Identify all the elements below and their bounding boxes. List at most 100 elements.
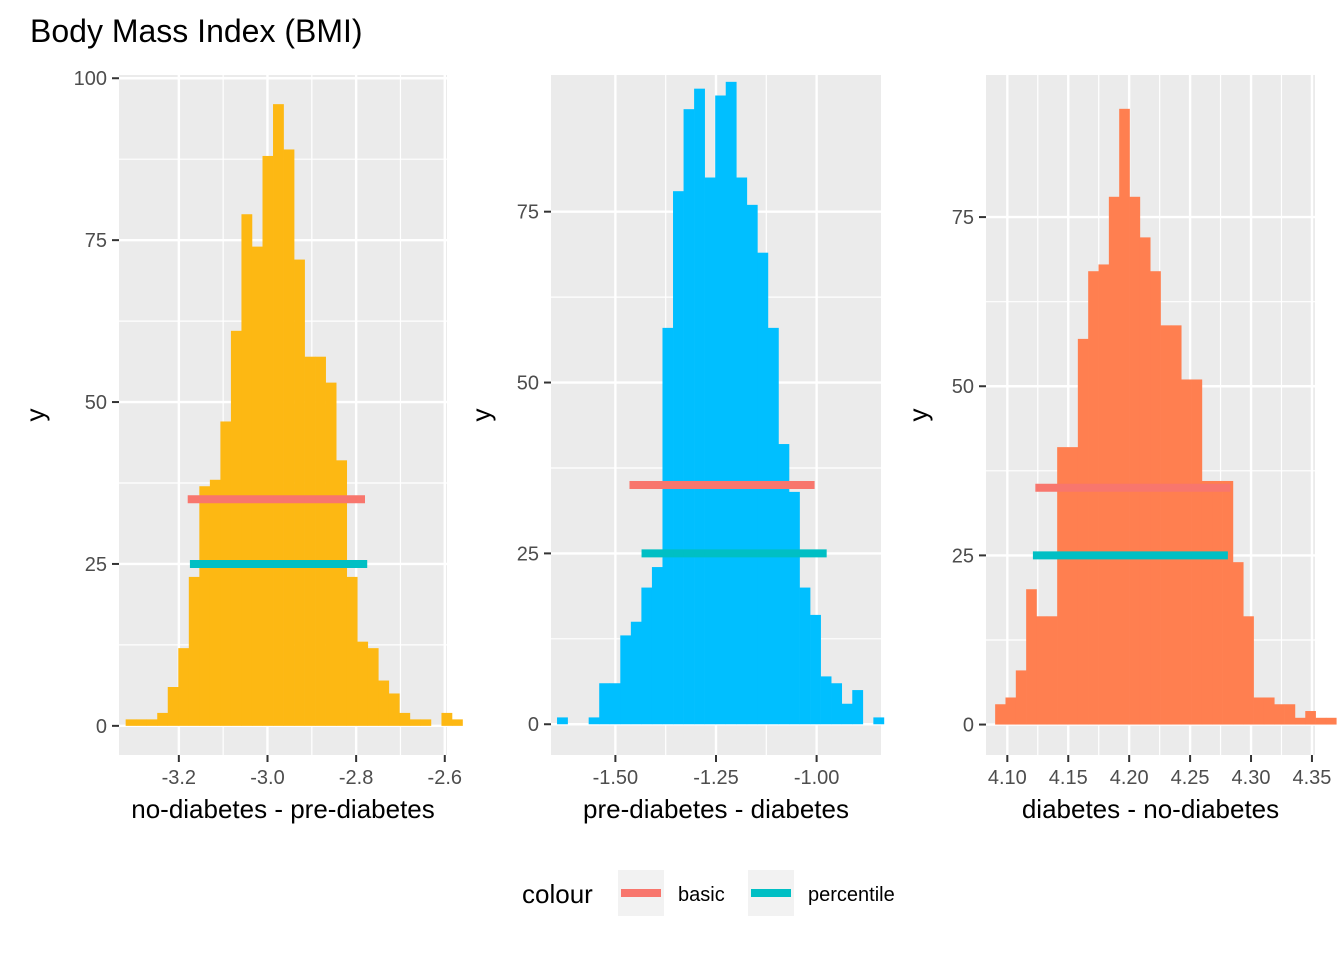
histogram-bar xyxy=(715,95,727,725)
histogram-bar xyxy=(1046,616,1058,725)
y-tick-label: 25 xyxy=(85,554,107,576)
histogram-bar xyxy=(125,719,137,726)
histogram-bar xyxy=(399,712,411,726)
histogram-bar xyxy=(1150,271,1161,725)
histogram-bar xyxy=(1263,697,1275,725)
y-tick-label: 50 xyxy=(952,376,974,398)
histogram xyxy=(125,104,463,726)
histogram-bar xyxy=(357,641,369,726)
histogram-bar xyxy=(409,719,421,726)
histogram-bar xyxy=(778,444,790,725)
histogram-bar xyxy=(146,719,158,726)
histogram-bar xyxy=(1294,717,1306,725)
x-tick-label: 4.25 xyxy=(1171,767,1210,789)
x-tick-label: -1.00 xyxy=(794,767,840,789)
histogram-bar xyxy=(588,717,600,725)
histogram-bar xyxy=(1057,447,1068,725)
histogram-bar xyxy=(1077,338,1089,725)
legend-title: colour xyxy=(522,879,593,909)
legend-label: basic xyxy=(678,884,725,906)
histogram-bar xyxy=(1088,271,1099,725)
x-tick-label: 4.30 xyxy=(1232,767,1271,789)
histogram-bar xyxy=(1222,480,1234,725)
histogram-bar xyxy=(178,648,190,726)
histogram-bar xyxy=(630,621,642,725)
histogram-bar xyxy=(852,690,864,725)
histogram-bar xyxy=(388,693,400,726)
histogram-bar xyxy=(1201,480,1213,725)
histogram-bar xyxy=(294,259,305,726)
histogram-bar xyxy=(1274,704,1285,725)
histogram-bar xyxy=(683,109,695,725)
histogram-bar xyxy=(662,327,674,725)
histogram-bar xyxy=(1119,108,1130,725)
histogram-bar xyxy=(1315,717,1327,725)
histogram-bar xyxy=(1026,589,1037,725)
histogram-bar xyxy=(620,635,632,725)
y-tick-label: 100 xyxy=(74,68,107,90)
histogram-bar xyxy=(273,104,284,726)
histogram xyxy=(995,108,1337,725)
histogram-bar xyxy=(831,683,843,725)
histogram-bar xyxy=(336,460,348,726)
histogram-bar xyxy=(315,356,326,726)
histogram-bar xyxy=(1015,670,1027,725)
histogram-bar xyxy=(1243,616,1254,725)
histogram-bar xyxy=(1098,264,1110,725)
histogram-bar xyxy=(325,382,337,726)
histogram-bar xyxy=(641,587,653,725)
histogram-bar xyxy=(673,191,684,725)
histogram-bar xyxy=(1067,447,1079,725)
histogram-bar xyxy=(1036,616,1048,725)
y-axis-label: y xyxy=(466,409,496,422)
panel-2: 0 25 50 75 -1.50 -1.25 -1.00 pre-diabetes - dia… xyxy=(466,75,885,824)
histogram-bar xyxy=(441,712,453,726)
histogram-bar xyxy=(136,719,148,726)
y-tick-label: 75 xyxy=(517,202,539,224)
x-tick-label: 4.20 xyxy=(1110,767,1149,789)
y-tick-label: 0 xyxy=(96,716,107,738)
histogram-bar xyxy=(283,149,295,726)
histogram-bar xyxy=(789,491,800,725)
histogram-bar xyxy=(346,576,358,726)
histogram-bar xyxy=(799,587,811,725)
histogram-bar xyxy=(736,177,748,725)
y-tick-label: 50 xyxy=(85,392,107,414)
y-tick-label: 75 xyxy=(952,207,974,229)
histogram-bar xyxy=(1253,697,1265,725)
x-tick-label: -3.2 xyxy=(162,767,196,789)
y-tick-label: 50 xyxy=(517,373,539,395)
legend: colour basic percentile xyxy=(522,870,895,916)
histogram-bar xyxy=(451,719,463,726)
x-tick-label: -3.0 xyxy=(250,767,284,789)
x-tick-label: -2.6 xyxy=(428,767,462,789)
panel-1: 0 25 50 75 100 -3.2 -3.0 -2.8 -2.6 no-diabetes - … xyxy=(20,68,463,824)
histogram-bar xyxy=(841,703,853,725)
y-tick-label: 25 xyxy=(952,545,974,567)
histogram-bar xyxy=(1212,480,1223,725)
panels: 0 25 50 75 100 -3.2 -3.0 -2.8 -2.6 no-diabetes - … xyxy=(20,68,1337,824)
histogram-bar xyxy=(1305,711,1316,725)
y-tick-label: 0 xyxy=(528,714,539,736)
x-axis-label: pre-diabetes - diabetes xyxy=(583,794,849,824)
y-axis-label: y xyxy=(903,409,933,422)
chart-title: Body Mass Index (BMI) xyxy=(30,13,363,49)
histogram-bar xyxy=(420,719,432,726)
histogram-bar xyxy=(1160,325,1172,725)
legend-label: percentile xyxy=(808,884,895,906)
histogram-bar xyxy=(230,330,242,726)
histogram-bar xyxy=(378,680,390,726)
histogram-bar xyxy=(746,204,758,725)
histogram-bar xyxy=(995,704,1006,725)
histogram-bar xyxy=(873,717,885,725)
histogram-bar xyxy=(694,88,705,725)
y-tick-label: 25 xyxy=(517,543,539,565)
histogram-bar xyxy=(599,683,611,725)
legend-item-basic: basic xyxy=(618,870,725,916)
histogram-bar xyxy=(157,712,169,726)
histogram-bar xyxy=(167,687,179,726)
histogram-bar xyxy=(1232,562,1244,725)
histogram-bar xyxy=(767,327,779,725)
histogram-bar xyxy=(557,717,568,725)
histogram-bar xyxy=(1108,196,1120,725)
